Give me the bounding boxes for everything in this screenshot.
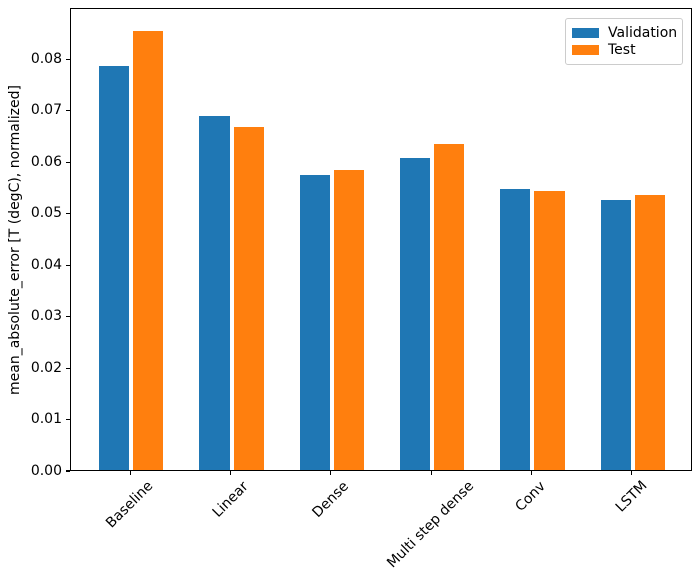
- plot-area: [70, 8, 692, 471]
- y-tick-mark: [66, 161, 70, 163]
- y-tick-label: 0.04: [30, 256, 62, 273]
- bar-test-dense: [333, 169, 364, 470]
- x-tick-mark: [129, 471, 131, 475]
- bar-test-baseline: [133, 31, 164, 470]
- x-tick-label-conv: Conv: [512, 478, 550, 515]
- y-tick-label: 0.08: [30, 50, 62, 67]
- legend-label-validation: Validation: [608, 25, 678, 41]
- legend-label-test: Test: [608, 42, 636, 58]
- x-tick-mark: [631, 471, 633, 475]
- y-tick-mark: [66, 418, 70, 421]
- validation-color-swatch: [572, 28, 599, 38]
- legend-entry-validation: Validation: [572, 25, 678, 41]
- bar-test-multi-step-dense: [434, 143, 465, 470]
- y-tick-label: 0.03: [30, 308, 62, 325]
- y-tick-label: 0.00: [30, 462, 62, 479]
- test-color-swatch: [572, 45, 599, 55]
- legend-entry-test: Test: [572, 42, 674, 58]
- x-tick-mark: [330, 471, 332, 475]
- y-tick-mark: [66, 110, 70, 112]
- x-tick-label-linear: Linear: [209, 478, 252, 521]
- y-tick-label: 0.02: [30, 359, 62, 376]
- y-tick-label: 0.01: [30, 411, 62, 428]
- y-tick-mark: [66, 213, 70, 215]
- x-tick-label-lstm: LSTM: [612, 477, 651, 516]
- bar-validation-linear: [199, 116, 230, 470]
- y-tick-mark: [66, 470, 70, 472]
- x-tick-mark: [530, 471, 533, 475]
- bar-test-conv: [534, 190, 565, 470]
- x-tick-label-multi-step-dense: Multi step dense: [384, 478, 478, 572]
- x-tick-label-baseline: Baseline: [103, 477, 157, 532]
- bar-validation-dense: [299, 174, 330, 470]
- x-tick-mark: [430, 471, 432, 475]
- y-tick-mark: [66, 264, 70, 266]
- x-tick-label-dense: Dense: [309, 477, 352, 521]
- x-tick-mark: [229, 471, 232, 475]
- y-tick-mark: [66, 367, 70, 369]
- bar-validation-multi-step-dense: [400, 157, 431, 470]
- bar-validation-baseline: [99, 66, 130, 470]
- bar-validation-conv: [500, 189, 531, 470]
- y-tick-mark: [66, 316, 70, 318]
- y-axis-label: mean_absolute_error [T (degC), normalize…: [7, 85, 23, 395]
- bar-test-linear: [233, 127, 264, 470]
- y-tick-label: 0.07: [30, 102, 62, 119]
- y-tick-mark: [66, 58, 70, 61]
- bar-validation-lstm: [600, 200, 631, 470]
- bar-test-lstm: [634, 195, 665, 470]
- y-tick-label: 0.06: [30, 153, 62, 170]
- y-tick-label: 0.05: [30, 205, 62, 222]
- legend: Validation Test: [565, 18, 683, 65]
